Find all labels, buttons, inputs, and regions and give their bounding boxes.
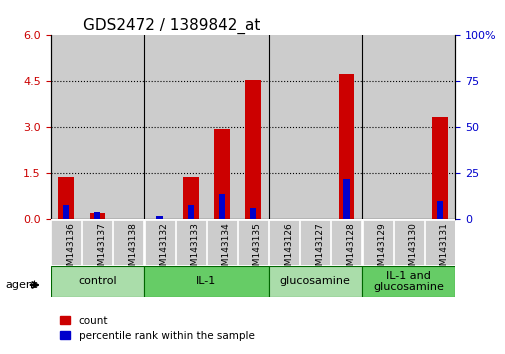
Bar	[249, 209, 256, 219]
FancyBboxPatch shape	[269, 220, 298, 265]
Bar	[330, 35, 361, 219]
Text: IL-1: IL-1	[196, 276, 216, 286]
Text: GSM143138: GSM143138	[128, 222, 137, 277]
Text: GSM143136: GSM143136	[66, 222, 75, 277]
Text: GSM143134: GSM143134	[221, 222, 230, 276]
FancyBboxPatch shape	[300, 220, 330, 265]
Text: GSM143130: GSM143130	[408, 222, 417, 277]
Bar	[299, 35, 330, 219]
FancyBboxPatch shape	[175, 220, 205, 265]
Bar	[237, 35, 268, 219]
Bar	[218, 194, 225, 219]
Text: GSM143135: GSM143135	[252, 222, 262, 277]
Bar	[431, 117, 447, 219]
Text: GSM143126: GSM143126	[284, 222, 292, 276]
Bar	[82, 35, 113, 219]
FancyBboxPatch shape	[50, 266, 144, 297]
Bar	[187, 205, 193, 219]
FancyBboxPatch shape	[393, 220, 423, 265]
Text: IL-1 and
glucosamine: IL-1 and glucosamine	[373, 270, 443, 292]
Bar	[361, 35, 392, 219]
Text: GSM143133: GSM143133	[190, 222, 199, 277]
Text: GSM143136: GSM143136	[66, 222, 75, 277]
Bar	[113, 35, 144, 219]
Bar	[175, 35, 206, 219]
Text: GSM143134: GSM143134	[221, 222, 230, 276]
Text: GSM143132: GSM143132	[159, 222, 168, 276]
Text: GSM143129: GSM143129	[377, 222, 386, 276]
Text: GSM143128: GSM143128	[346, 222, 355, 276]
Bar	[342, 179, 349, 219]
Bar	[436, 201, 442, 219]
Bar	[392, 35, 423, 219]
FancyBboxPatch shape	[144, 220, 174, 265]
Text: GSM143131: GSM143131	[439, 222, 448, 277]
Bar	[144, 35, 175, 219]
Text: GSM143126: GSM143126	[284, 222, 292, 276]
Text: control: control	[78, 276, 116, 286]
Text: glucosamine: glucosamine	[279, 276, 350, 286]
FancyBboxPatch shape	[51, 220, 81, 265]
Text: GSM143127: GSM143127	[315, 222, 324, 276]
Text: GSM143128: GSM143128	[346, 222, 355, 276]
Bar	[58, 177, 74, 219]
Bar	[94, 212, 100, 219]
Bar	[63, 205, 69, 219]
Text: GSM143135: GSM143135	[252, 222, 262, 277]
Bar	[245, 80, 260, 219]
FancyBboxPatch shape	[361, 266, 454, 297]
Text: GDS2472 / 1389842_at: GDS2472 / 1389842_at	[83, 18, 260, 34]
FancyBboxPatch shape	[424, 220, 454, 265]
Text: GSM143130: GSM143130	[408, 222, 417, 277]
Bar	[214, 129, 229, 219]
Bar	[338, 74, 354, 219]
FancyBboxPatch shape	[113, 220, 143, 265]
Bar	[183, 177, 198, 219]
Text: GSM143131: GSM143131	[439, 222, 448, 277]
FancyBboxPatch shape	[268, 266, 361, 297]
Text: GSM143138: GSM143138	[128, 222, 137, 277]
Text: GSM143137: GSM143137	[97, 222, 106, 277]
Text: GSM143133: GSM143133	[190, 222, 199, 277]
Bar	[206, 35, 237, 219]
Text: GSM143127: GSM143127	[315, 222, 324, 276]
FancyBboxPatch shape	[144, 266, 268, 297]
Bar	[50, 35, 82, 219]
Text: GSM143137: GSM143137	[97, 222, 106, 277]
Legend: count, percentile rank within the sample: count, percentile rank within the sample	[56, 312, 258, 345]
FancyBboxPatch shape	[331, 220, 361, 265]
Bar	[268, 35, 299, 219]
FancyBboxPatch shape	[362, 220, 392, 265]
Bar	[423, 35, 454, 219]
Text: GSM143129: GSM143129	[377, 222, 386, 276]
Text: GSM143132: GSM143132	[159, 222, 168, 276]
Bar	[89, 213, 105, 219]
Text: agent: agent	[5, 280, 37, 290]
FancyBboxPatch shape	[237, 220, 268, 265]
FancyBboxPatch shape	[207, 220, 236, 265]
Bar	[156, 216, 163, 219]
FancyBboxPatch shape	[82, 220, 112, 265]
